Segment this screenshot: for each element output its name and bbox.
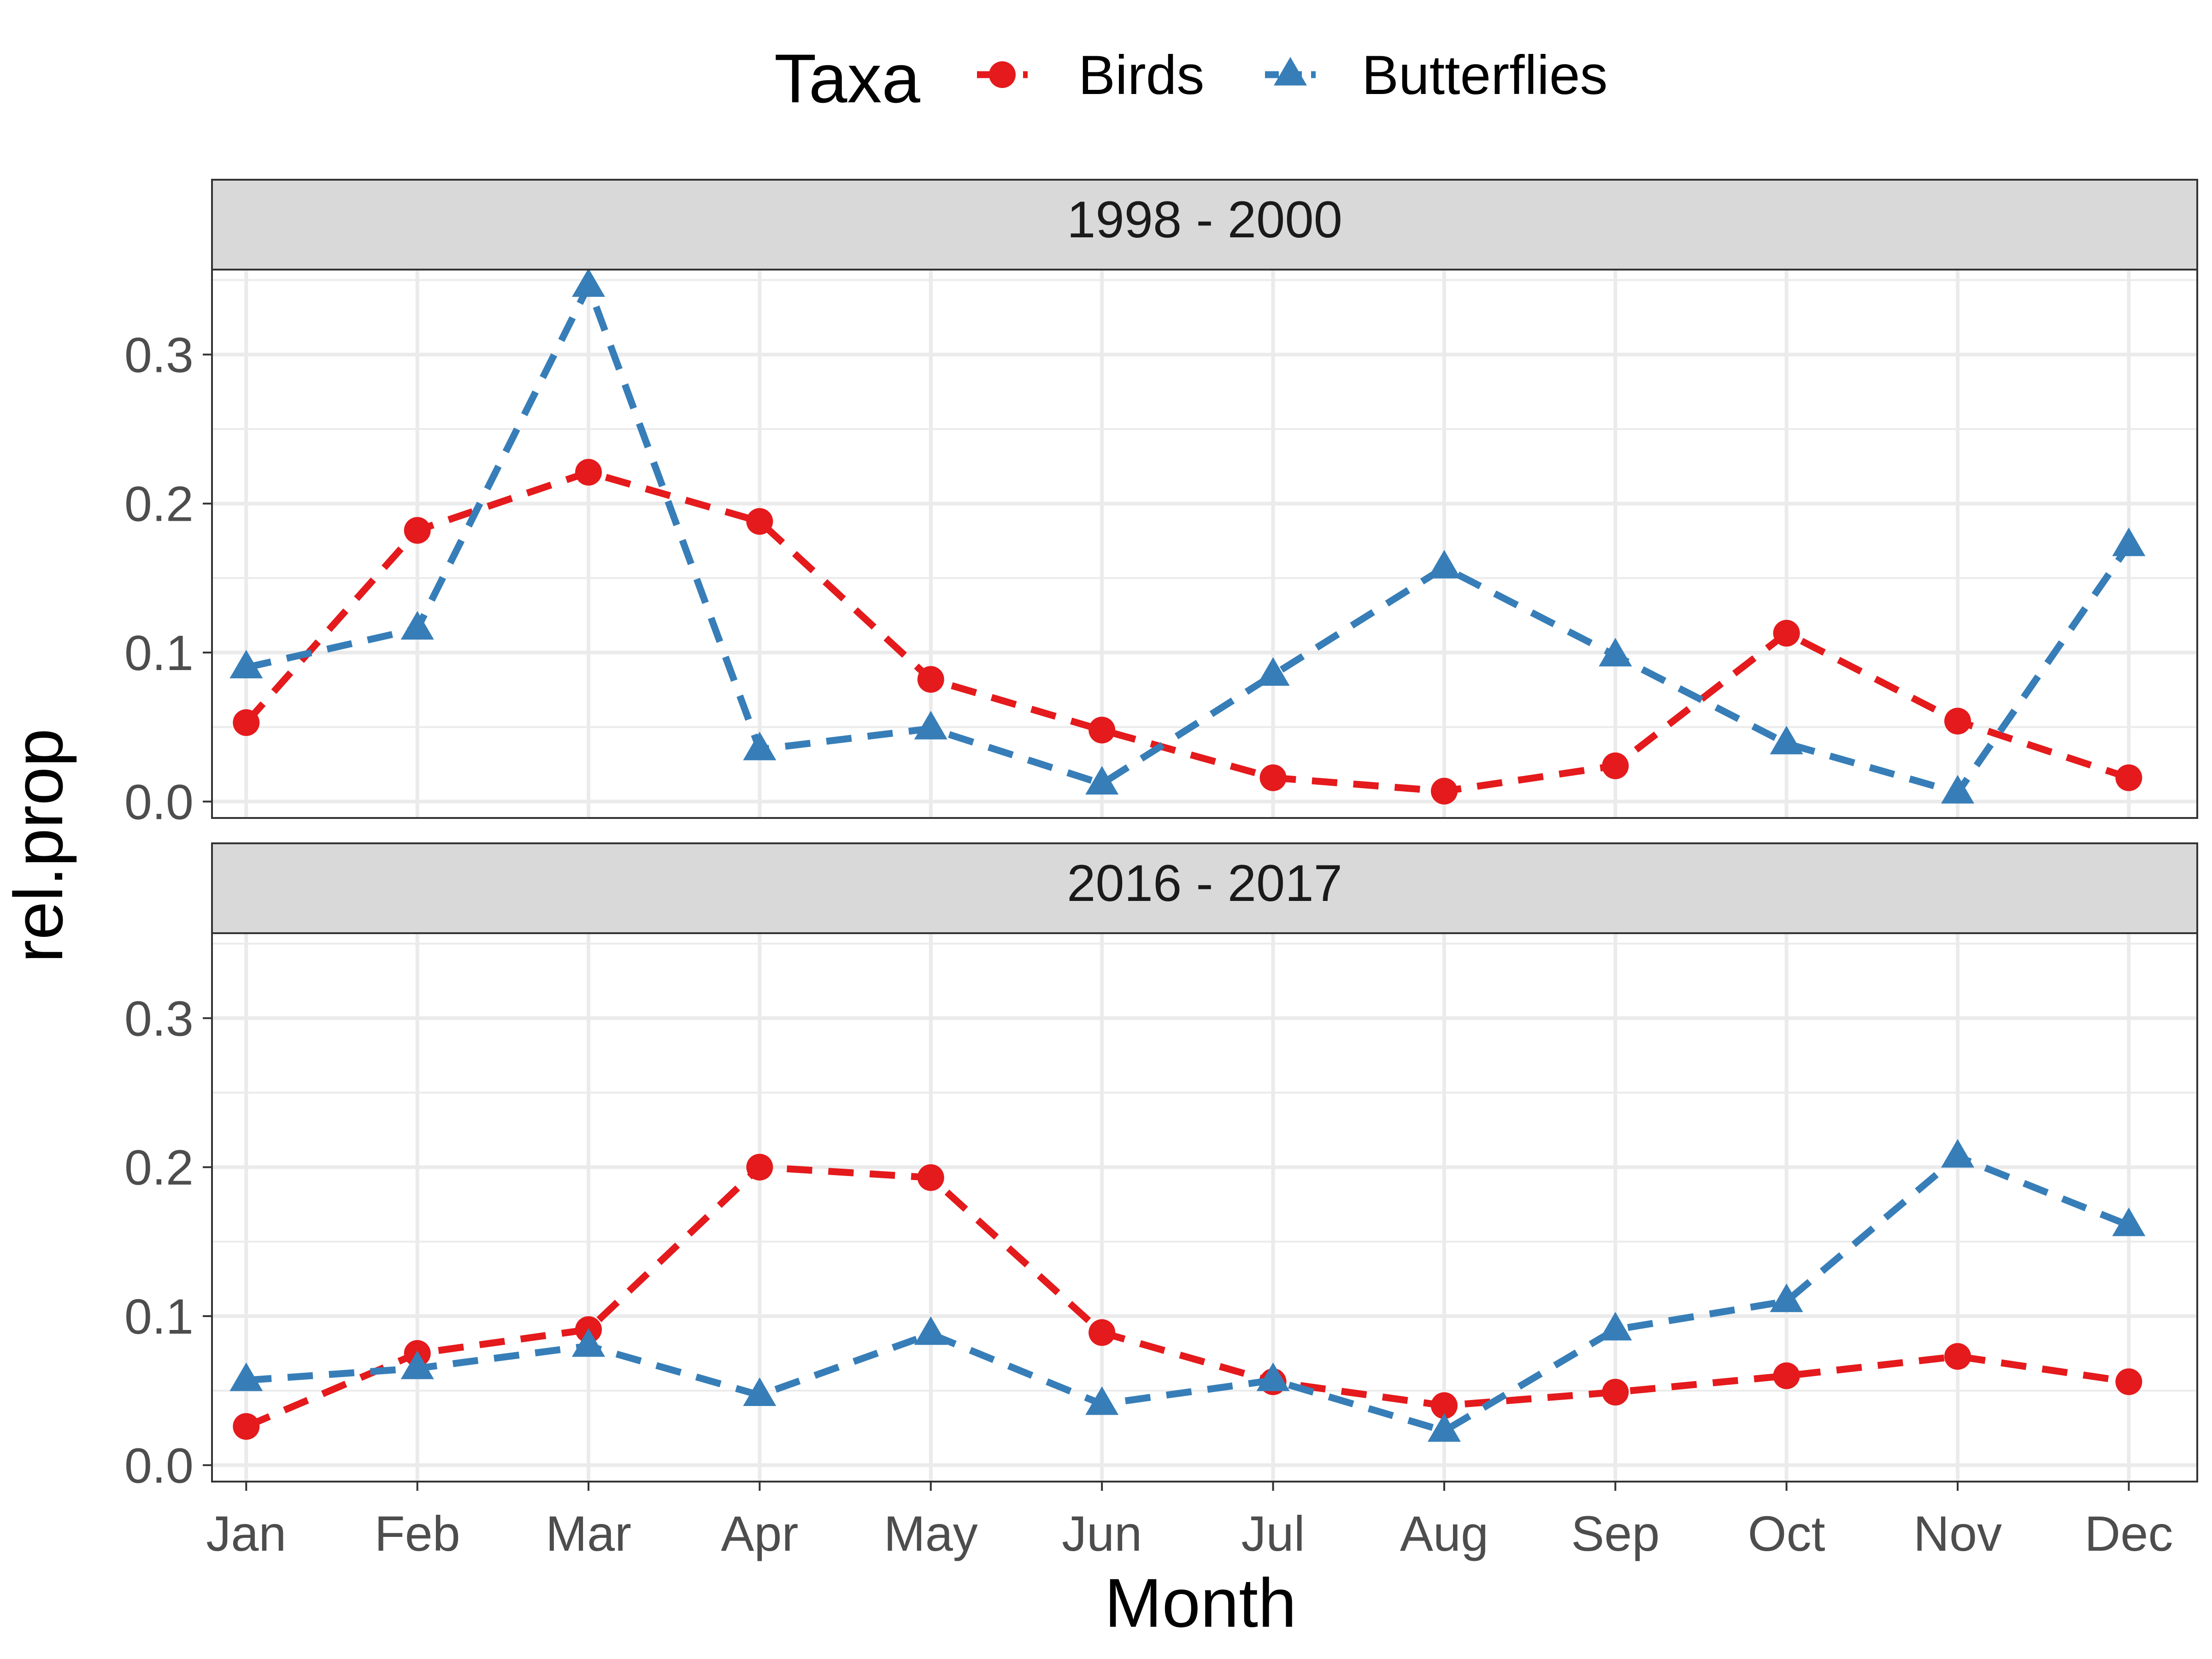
x-tick-label: Apr <box>721 1506 798 1561</box>
data-point <box>1770 1283 1803 1312</box>
y-tick-label: 0.3 <box>124 327 194 382</box>
data-point <box>2112 1207 2146 1236</box>
facet-label: 1998 - 2000 <box>1067 191 1342 248</box>
series-butterflies <box>229 268 2146 804</box>
data-point <box>1770 725 1803 754</box>
series-line <box>243 469 2130 795</box>
series-line <box>245 1164 2130 1430</box>
series-line <box>245 282 2132 796</box>
data-point <box>2112 527 2146 556</box>
data-point <box>400 1350 434 1379</box>
legend-label: Butterflies <box>1362 44 1608 106</box>
x-tick-label: Aug <box>1400 1506 1488 1561</box>
series-butterflies <box>229 1139 2146 1442</box>
data-point <box>1259 764 1287 791</box>
data-point <box>1427 1413 1461 1442</box>
x-tick-label: Oct <box>1748 1506 1825 1561</box>
facet-strip <box>211 842 2198 934</box>
grid <box>212 270 2197 818</box>
legend-title: Taxa <box>774 40 920 117</box>
x-tick-label: Jul <box>1241 1506 1305 1561</box>
data-point <box>1941 1139 1975 1168</box>
x-tick-label: Jan <box>206 1506 286 1561</box>
data-point <box>2115 764 2142 791</box>
data-point <box>229 1362 263 1391</box>
facet-strip <box>211 179 2198 271</box>
y-tick-label: 0.1 <box>124 1288 194 1344</box>
y-axis-title: rel.prop <box>0 729 77 963</box>
x-tick-label: Jun <box>1062 1506 1142 1561</box>
data-point <box>233 709 260 736</box>
legend-item-butterflies: Butterflies <box>1265 44 1608 106</box>
panels: 1998 - 2000 0.0 0.1 0.2 0.3 2016 - 2017 0.0 0.1… <box>124 179 2198 1493</box>
data-point <box>1602 1378 1629 1406</box>
data-point <box>1773 1362 1800 1389</box>
data-point <box>1256 657 1290 686</box>
y-tick-label: 0.3 <box>124 990 194 1046</box>
y-tick-label: 0.1 <box>124 625 194 681</box>
data-point <box>1088 1319 1116 1346</box>
y-tick-label: 0.0 <box>124 774 194 830</box>
y-tick-label: 0.0 <box>124 1437 194 1493</box>
data-point <box>1430 1392 1458 1419</box>
x-tick-label: Mar <box>546 1506 631 1561</box>
legend-item-birds: Birds <box>977 44 1204 106</box>
x-tick-label: May <box>884 1506 978 1561</box>
data-point <box>2115 1368 2142 1395</box>
data-point <box>1599 638 1632 667</box>
x-axis-title: Month <box>1105 1564 1297 1641</box>
series-line <box>246 1153 2130 1435</box>
data-point <box>1085 766 1119 795</box>
data-point <box>1773 620 1800 647</box>
facet-label: 2016 - 2017 <box>1067 854 1342 912</box>
data-point <box>746 508 773 535</box>
data-point <box>575 459 602 486</box>
y-tick-label: 0.2 <box>124 1140 194 1195</box>
series-birds <box>233 459 2142 805</box>
x-tick-label: Nov <box>1913 1506 2002 1561</box>
data-point <box>914 711 947 740</box>
x-tick-label: Sep <box>1571 1506 1659 1561</box>
data-point <box>1256 1362 1290 1391</box>
data-point <box>743 731 777 760</box>
data-point <box>1430 777 1458 805</box>
data-point <box>404 517 431 544</box>
x-axis: Jan Feb Mar Apr May Jun Jul Aug Sep Oct Nov Dec <box>206 1482 2173 1561</box>
x-tick-label: Feb <box>375 1506 460 1561</box>
data-point <box>1602 752 1629 779</box>
panel-2: 2016 - 2017 0.0 0.1 0.2 0.3 <box>124 842 2198 1493</box>
data-point <box>1085 1386 1119 1415</box>
legend-key-marker <box>989 61 1016 88</box>
panel-border <box>211 269 2198 819</box>
data-point <box>1944 707 1971 735</box>
data-point <box>572 1328 606 1357</box>
data-point <box>917 1164 944 1191</box>
legend-label: Birds <box>1078 44 1204 106</box>
data-point <box>1599 1312 1632 1341</box>
legend-items: Birds Butterflies <box>977 44 1608 106</box>
data-point <box>233 1413 260 1440</box>
panel-1: 1998 - 2000 0.0 0.1 0.2 0.3 <box>124 179 2198 830</box>
data-point <box>1088 717 1116 744</box>
legend: Taxa Birds Butterflies <box>774 40 1608 117</box>
legend-key-marker <box>1274 57 1307 86</box>
data-point <box>914 1316 947 1345</box>
data-point <box>572 268 606 297</box>
data-point <box>1941 775 1975 804</box>
x-tick-label: Dec <box>2084 1506 2173 1561</box>
data-point <box>1944 1343 1971 1370</box>
data-point <box>400 611 434 640</box>
y-tick-label: 0.2 <box>124 476 194 532</box>
data-point <box>746 1153 773 1181</box>
data-point <box>743 1377 777 1406</box>
panel-border <box>211 932 2198 1483</box>
data-point <box>1427 550 1461 579</box>
data-point <box>917 666 944 693</box>
data-point <box>229 649 263 678</box>
